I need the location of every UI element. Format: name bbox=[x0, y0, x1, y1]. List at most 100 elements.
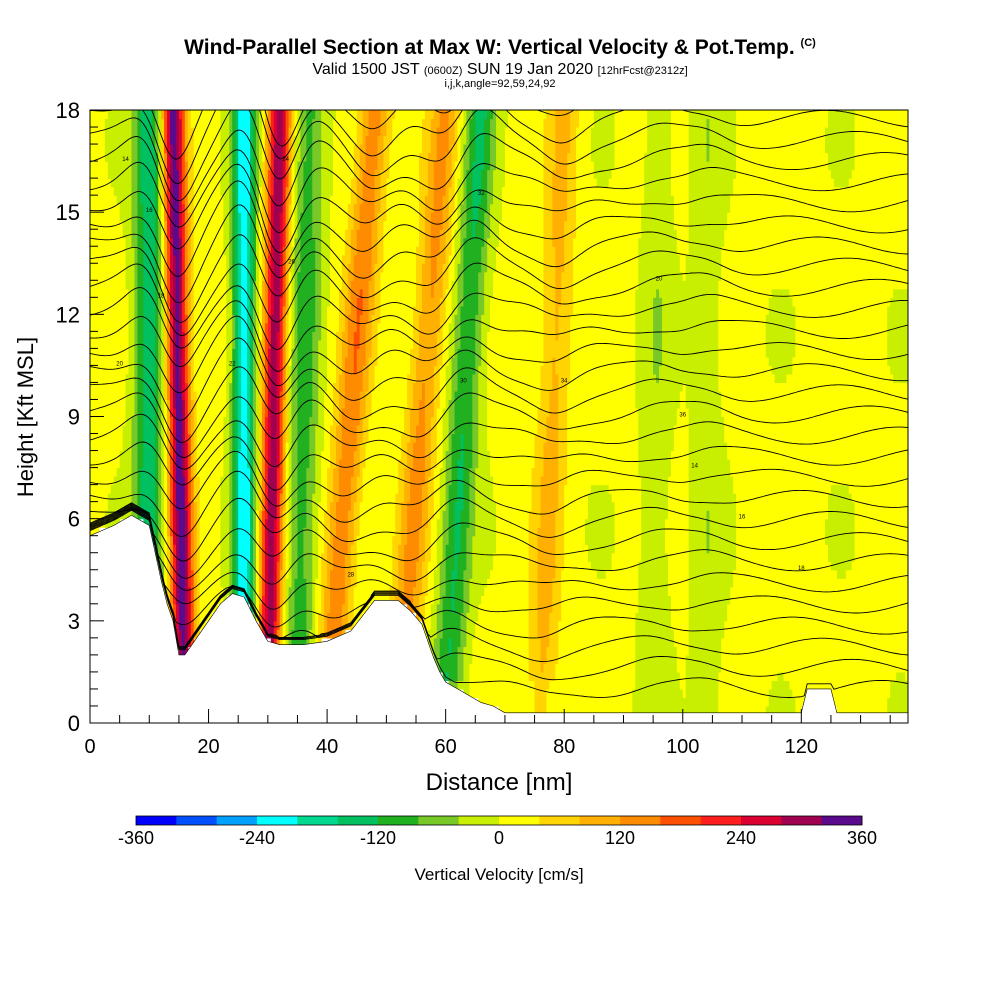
field-cell bbox=[125, 246, 130, 256]
field-cell bbox=[193, 110, 198, 120]
field-cell bbox=[172, 586, 177, 596]
field-cell bbox=[175, 152, 180, 162]
field-cell bbox=[199, 203, 204, 213]
field-cell bbox=[181, 263, 186, 273]
field-cell bbox=[116, 237, 121, 247]
field-cell bbox=[214, 586, 219, 596]
field-cell bbox=[134, 450, 139, 460]
field-cell bbox=[170, 195, 174, 205]
field-cell bbox=[178, 220, 183, 230]
field-cell bbox=[229, 195, 233, 205]
field-cell bbox=[90, 110, 94, 120]
field-cell bbox=[190, 586, 195, 596]
field-cell bbox=[143, 399, 147, 409]
field-cell bbox=[92, 433, 97, 443]
field-cell bbox=[110, 322, 115, 332]
field-cell bbox=[134, 186, 139, 196]
field-cell bbox=[113, 365, 118, 375]
field-cell bbox=[158, 322, 162, 332]
field-cell bbox=[110, 493, 115, 503]
field-cell bbox=[181, 442, 186, 452]
field-cell bbox=[217, 314, 222, 324]
field-cell bbox=[178, 425, 183, 435]
field-cell bbox=[196, 195, 201, 205]
field-cell bbox=[187, 416, 192, 426]
field-cell bbox=[137, 425, 141, 435]
field-cell bbox=[205, 365, 210, 375]
field-cell bbox=[232, 399, 236, 409]
field-cell bbox=[146, 356, 150, 367]
field-cell bbox=[143, 356, 147, 367]
field-cell bbox=[90, 339, 94, 349]
field-cell bbox=[122, 373, 127, 384]
field-cell bbox=[226, 467, 230, 477]
field-cell bbox=[226, 297, 230, 307]
field-cell bbox=[181, 237, 186, 247]
field-cell bbox=[128, 229, 133, 239]
field-cell bbox=[193, 442, 198, 452]
field-cell bbox=[167, 518, 171, 528]
field-cell bbox=[193, 178, 198, 188]
field-cell bbox=[119, 348, 124, 358]
field-cell bbox=[128, 476, 133, 486]
field-cell bbox=[199, 603, 204, 613]
field-cell bbox=[193, 237, 198, 247]
field-cell bbox=[175, 118, 180, 128]
field-cell bbox=[113, 152, 118, 162]
field-cell bbox=[146, 314, 150, 324]
field-cell bbox=[199, 246, 204, 256]
field-cell bbox=[211, 297, 216, 307]
field-cell bbox=[223, 501, 227, 511]
field-cell bbox=[155, 527, 159, 537]
field-cell bbox=[164, 561, 168, 571]
field-cell bbox=[226, 305, 230, 315]
field-cell bbox=[172, 127, 177, 137]
field-cell bbox=[122, 152, 127, 162]
field-cell bbox=[155, 399, 159, 409]
field-cell bbox=[175, 484, 180, 494]
field-cell bbox=[90, 305, 94, 315]
field-cell bbox=[143, 127, 147, 137]
field-cell bbox=[202, 220, 207, 230]
field-cell bbox=[187, 612, 192, 622]
field-cell bbox=[116, 203, 121, 213]
field-cell bbox=[187, 178, 192, 188]
field-cell bbox=[226, 203, 230, 213]
field-cell bbox=[122, 169, 127, 179]
field-cell bbox=[170, 186, 174, 196]
field-cell bbox=[128, 365, 133, 375]
field-cell bbox=[161, 356, 165, 367]
field-cell bbox=[119, 442, 124, 452]
field-cell bbox=[196, 178, 201, 188]
field-cell bbox=[122, 416, 127, 426]
field-cell bbox=[226, 527, 230, 537]
field-cell bbox=[175, 399, 180, 409]
field-cell bbox=[184, 271, 189, 281]
field-cell bbox=[202, 118, 207, 128]
field-cell bbox=[232, 322, 236, 332]
field-cell bbox=[131, 246, 136, 256]
field-cell bbox=[175, 348, 180, 358]
field-cell bbox=[170, 118, 174, 128]
field-cell bbox=[113, 288, 118, 298]
field-cell bbox=[119, 305, 124, 315]
field-cell bbox=[181, 646, 186, 656]
field-cell bbox=[170, 586, 174, 596]
field-cell bbox=[217, 399, 222, 409]
field-cell bbox=[220, 561, 224, 571]
field-cell bbox=[193, 118, 198, 128]
field-cell bbox=[107, 322, 112, 332]
field-cell bbox=[184, 229, 189, 239]
field-cell bbox=[110, 280, 115, 290]
field-cell bbox=[92, 288, 97, 298]
field-cell bbox=[116, 246, 121, 256]
field-cell bbox=[95, 135, 100, 145]
field-cell bbox=[196, 110, 201, 120]
field-cell bbox=[104, 288, 109, 298]
field-cell bbox=[140, 322, 144, 332]
field-cell bbox=[184, 552, 189, 562]
field-cell bbox=[178, 195, 183, 205]
field-cell bbox=[199, 586, 204, 596]
field-cell bbox=[178, 246, 183, 256]
field-cell bbox=[187, 493, 192, 503]
